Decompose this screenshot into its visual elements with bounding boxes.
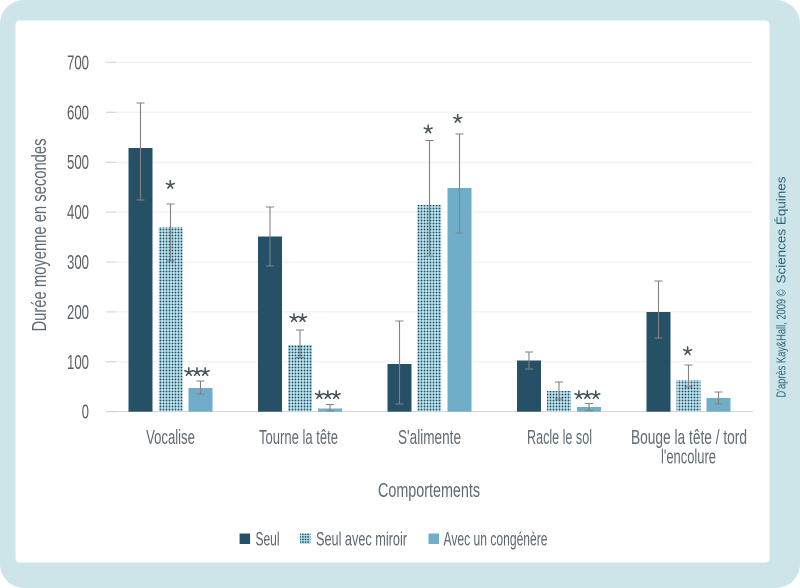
svg-text:Vocalise: Vocalise [146, 427, 195, 449]
svg-text:Seul: Seul [256, 529, 280, 550]
svg-text:Bouge la tête / tord: Bouge la tête / tord [631, 427, 747, 449]
svg-text:0: 0 [82, 401, 89, 424]
svg-text:400: 400 [67, 201, 89, 224]
svg-text:Sciences Équines: Sciences Équines [774, 176, 789, 284]
svg-text:Seul avec miroir: Seul avec miroir [316, 529, 407, 550]
svg-text:D'après Kay&Hall, 2009 ©: D'après Kay&Hall, 2009 © [774, 289, 789, 397]
svg-text:Avec un congénère: Avec un congénère [444, 529, 548, 550]
svg-text:600: 600 [67, 101, 89, 124]
svg-text:500: 500 [67, 151, 89, 174]
svg-text:Racle le sol: Racle le sol [527, 427, 592, 449]
svg-text:Comportements: Comportements [378, 480, 480, 502]
svg-text:Tourne la tête: Tourne la tête [259, 427, 338, 449]
svg-text:700: 700 [67, 51, 89, 74]
svg-text:l'encolure: l'encolure [661, 446, 716, 468]
svg-text:Durée moyenne en secondes: Durée moyenne en secondes [28, 139, 51, 332]
svg-text:200: 200 [67, 301, 89, 324]
svg-text:100: 100 [67, 351, 89, 374]
svg-text:300: 300 [67, 251, 89, 274]
svg-text:S'alimente: S'alimente [398, 427, 461, 449]
